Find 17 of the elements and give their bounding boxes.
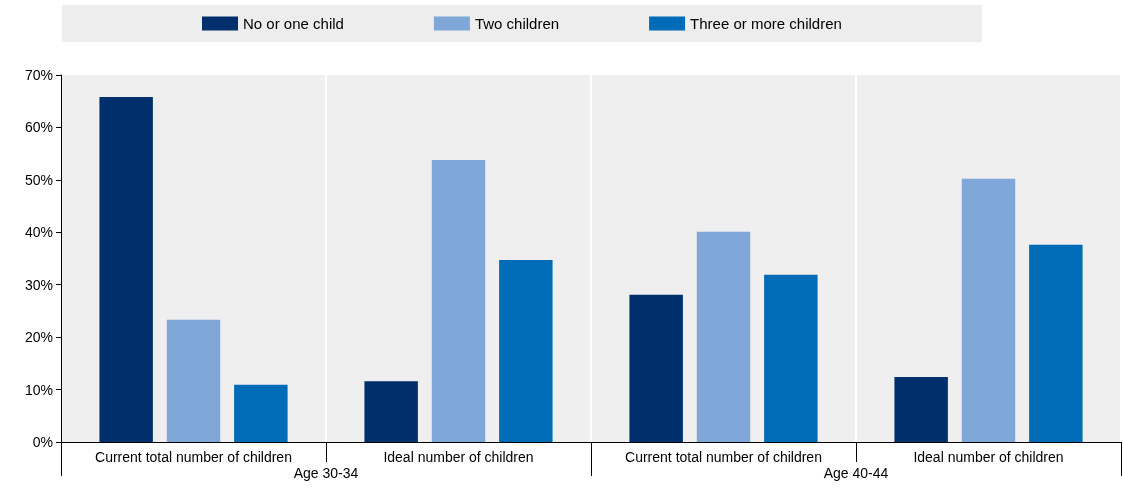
y-tick-label: 30% — [24, 276, 53, 293]
y-tick-label: 50% — [24, 171, 53, 188]
legend-label: No or one child — [243, 15, 344, 32]
y-tick-label: 60% — [24, 119, 53, 136]
legend-label: Two children — [474, 15, 560, 32]
y-tick-label: 20% — [24, 329, 53, 346]
y-tick-label: 10% — [24, 381, 53, 398]
text: Age 40-44 — [823, 465, 889, 481]
x-tick-label: Current total number of children — [625, 449, 822, 465]
y-tick-label: 70% — [24, 67, 53, 83]
x-tick-label: Current total number of children — [95, 449, 292, 465]
y-tick-label: 0% — [32, 434, 53, 450]
x-tick-label: Ideal number of children — [913, 449, 1064, 465]
x-tick-label: Ideal number of children — [383, 449, 534, 465]
y-tick-label: 40% — [24, 224, 53, 241]
text: Age 30-34 — [293, 465, 359, 481]
legend-label: Three or more children — [690, 15, 842, 32]
